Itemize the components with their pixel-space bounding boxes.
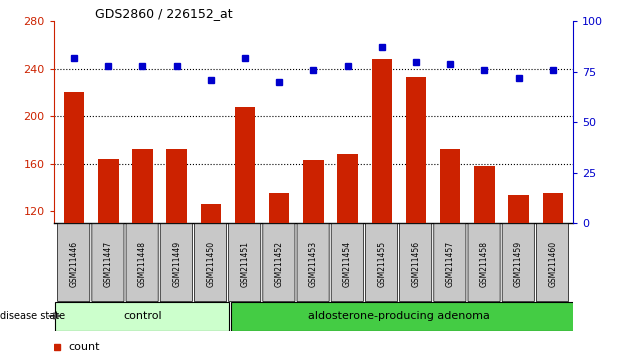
Text: GSM211448: GSM211448 [138,240,147,286]
FancyBboxPatch shape [399,224,432,302]
Text: GSM211460: GSM211460 [548,240,558,287]
Bar [235,107,255,223]
Text: GSM211455: GSM211455 [377,240,386,287]
FancyBboxPatch shape [160,224,192,302]
FancyBboxPatch shape [365,224,398,302]
Text: GSM211453: GSM211453 [309,240,318,287]
Text: GSM211456: GSM211456 [411,240,420,287]
Text: GSM211446: GSM211446 [69,240,79,287]
FancyBboxPatch shape [468,224,500,302]
FancyBboxPatch shape [536,224,568,302]
Text: GSM211457: GSM211457 [445,240,455,287]
Bar [508,195,529,223]
Text: GSM211452: GSM211452 [275,240,284,286]
Bar [132,149,152,223]
FancyBboxPatch shape [263,224,295,302]
FancyBboxPatch shape [126,224,158,302]
Text: GSM211451: GSM211451 [241,240,249,286]
Bar [542,193,563,223]
FancyBboxPatch shape [297,224,329,302]
Text: GSM211450: GSM211450 [207,240,215,287]
FancyBboxPatch shape [195,224,227,302]
Text: GSM211449: GSM211449 [172,240,181,287]
Bar [269,193,290,223]
Text: disease state: disease state [0,311,65,321]
Bar [200,204,221,223]
Text: aldosterone-producing adenoma: aldosterone-producing adenoma [308,311,490,321]
Text: GSM211447: GSM211447 [104,240,113,287]
Text: GSM211459: GSM211459 [514,240,523,287]
FancyBboxPatch shape [434,224,466,302]
Bar [98,159,118,223]
Text: control: control [123,311,162,321]
Bar [166,149,187,223]
FancyBboxPatch shape [331,224,364,302]
Bar [337,154,358,223]
Bar [406,77,427,223]
Bar [440,149,461,223]
FancyBboxPatch shape [502,224,534,302]
FancyBboxPatch shape [58,224,90,302]
Bar [474,166,495,223]
Bar [372,59,392,223]
FancyBboxPatch shape [55,302,229,331]
FancyBboxPatch shape [229,224,261,302]
Text: GDS2860 / 226152_at: GDS2860 / 226152_at [95,7,232,20]
Text: count: count [69,342,100,352]
FancyBboxPatch shape [231,302,588,331]
FancyBboxPatch shape [92,224,124,302]
Bar [64,92,84,223]
Text: GSM211458: GSM211458 [480,240,489,286]
Bar [303,160,324,223]
Text: GSM211454: GSM211454 [343,240,352,287]
